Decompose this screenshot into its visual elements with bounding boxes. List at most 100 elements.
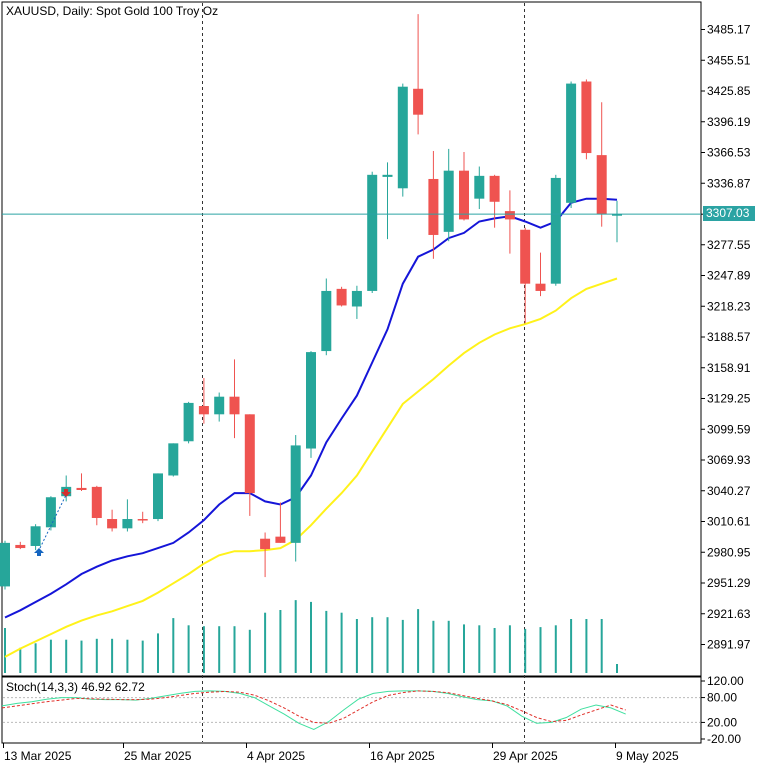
candle-body (428, 178, 439, 235)
candle[interactable] (153, 473, 163, 522)
trade-arrows[interactable] (34, 489, 71, 556)
candle[interactable] (397, 83, 408, 197)
candle[interactable] (183, 401, 194, 444)
candle-body (0, 542, 10, 587)
candle-body (550, 177, 561, 284)
candle[interactable] (474, 166, 485, 210)
buy-arrow-icon[interactable] (34, 548, 44, 556)
candle-body (306, 352, 316, 449)
candle-body (107, 519, 118, 529)
symbol-title: XAUUSD, Daily: Spot Gold 100 Troy Oz (6, 4, 218, 18)
candle[interactable] (612, 200, 622, 243)
price-tick-label: 2951.29 (707, 576, 751, 590)
candle[interactable] (596, 102, 607, 227)
price-axis[interactable]: 3485.17 3455.51 3425.85 3396.19 3366.53 3336.… (701, 23, 751, 652)
ma-slow-line (4, 277, 618, 658)
candle[interactable] (290, 435, 301, 562)
date-tick-label: 13 Mar 2025 (4, 749, 72, 763)
volume-histogram (4, 600, 618, 673)
candle[interactable] (367, 171, 378, 294)
sell-arrow-icon[interactable] (61, 489, 71, 497)
main-price-pane[interactable] (1, 1, 702, 677)
candle[interactable] (91, 485, 102, 526)
candle[interactable] (0, 540, 10, 590)
candle-body (198, 406, 209, 415)
candle[interactable] (428, 150, 439, 259)
candle-body (76, 487, 87, 490)
current-price-label: 3307.03 (706, 206, 750, 220)
candle[interactable] (229, 359, 240, 439)
candle[interactable] (306, 351, 316, 458)
candle[interactable] (198, 378, 209, 424)
moving-average-fast (4, 197, 618, 619)
candle-body (504, 211, 515, 220)
price-tick-label: 3425.85 (707, 84, 751, 98)
candle[interactable] (336, 286, 347, 307)
candle[interactable] (30, 524, 41, 551)
price-tick-label: 3099.59 (707, 422, 751, 436)
candle-body (535, 283, 546, 291)
price-tick-label: 3158.91 (707, 361, 751, 375)
price-tick-label: 3455.51 (707, 53, 751, 67)
price-tick-label: 3247.89 (707, 269, 751, 283)
stoch-signal-line (1, 690, 626, 724)
candle-body (214, 396, 225, 415)
stoch-tick-label: 80.00 (707, 691, 737, 705)
candle[interactable] (581, 79, 592, 160)
candle-body (336, 288, 347, 306)
candle-body (443, 170, 454, 232)
candle[interactable] (443, 148, 454, 242)
candle[interactable] (459, 152, 469, 221)
moving-average-slow (4, 277, 618, 658)
date-tick-label: 29 Apr 2025 (493, 749, 558, 763)
stochastic-lines (1, 690, 626, 731)
candle-body (489, 175, 500, 202)
current-price-tag: 3307.03 (703, 206, 755, 221)
candle-body (382, 174, 393, 177)
candlestick-series[interactable] (0, 14, 622, 590)
candle-body (45, 497, 56, 528)
stoch-title: Stoch(14,3,3) 46.92 62.72 (6, 680, 145, 694)
date-axis[interactable]: 13 Mar 2025 25 Mar 2025 4 Apr 2025 16 Apr 2… (3, 743, 680, 763)
candle[interactable] (137, 511, 148, 524)
candle[interactable] (260, 532, 271, 578)
candle[interactable] (168, 443, 179, 477)
price-tick-label: 3010.61 (707, 515, 751, 529)
price-tick-label: 3218.23 (707, 299, 751, 313)
stoch-axis[interactable]: 120.00 80.00 20.00 -20.00 (701, 674, 744, 746)
candle-body (474, 175, 485, 199)
candle-body (459, 170, 469, 220)
candle[interactable] (214, 392, 225, 422)
candle[interactable] (504, 190, 515, 254)
candle[interactable] (566, 81, 577, 208)
stochastic-pane[interactable] (1, 676, 702, 744)
price-tick-label: 3188.57 (707, 330, 751, 344)
candle[interactable] (244, 414, 255, 516)
price-tick-label: 2921.63 (707, 607, 751, 621)
candle-body (137, 519, 148, 521)
candle-body (30, 526, 41, 546)
candle[interactable] (520, 227, 531, 324)
candle[interactable] (275, 502, 286, 543)
date-tick-label: 25 Mar 2025 (124, 749, 192, 763)
trade-link-line (39, 494, 67, 549)
candle-body (367, 174, 378, 291)
candle[interactable] (15, 541, 26, 550)
candle-body (183, 402, 194, 442)
candle[interactable] (535, 252, 546, 297)
candle[interactable] (489, 174, 500, 228)
candle[interactable] (107, 509, 118, 532)
candle[interactable] (382, 162, 393, 240)
price-tick-label: 3336.87 (707, 176, 751, 190)
date-tick-label: 9 May 2025 (616, 749, 679, 763)
candle[interactable] (550, 174, 561, 286)
candle[interactable] (76, 473, 87, 492)
date-tick-label: 4 Apr 2025 (247, 749, 305, 763)
candle[interactable] (351, 285, 362, 319)
candle[interactable] (321, 278, 332, 356)
candle-body (122, 519, 133, 529)
candle-body (260, 538, 271, 550)
candle[interactable] (413, 14, 424, 135)
candle[interactable] (122, 499, 133, 532)
